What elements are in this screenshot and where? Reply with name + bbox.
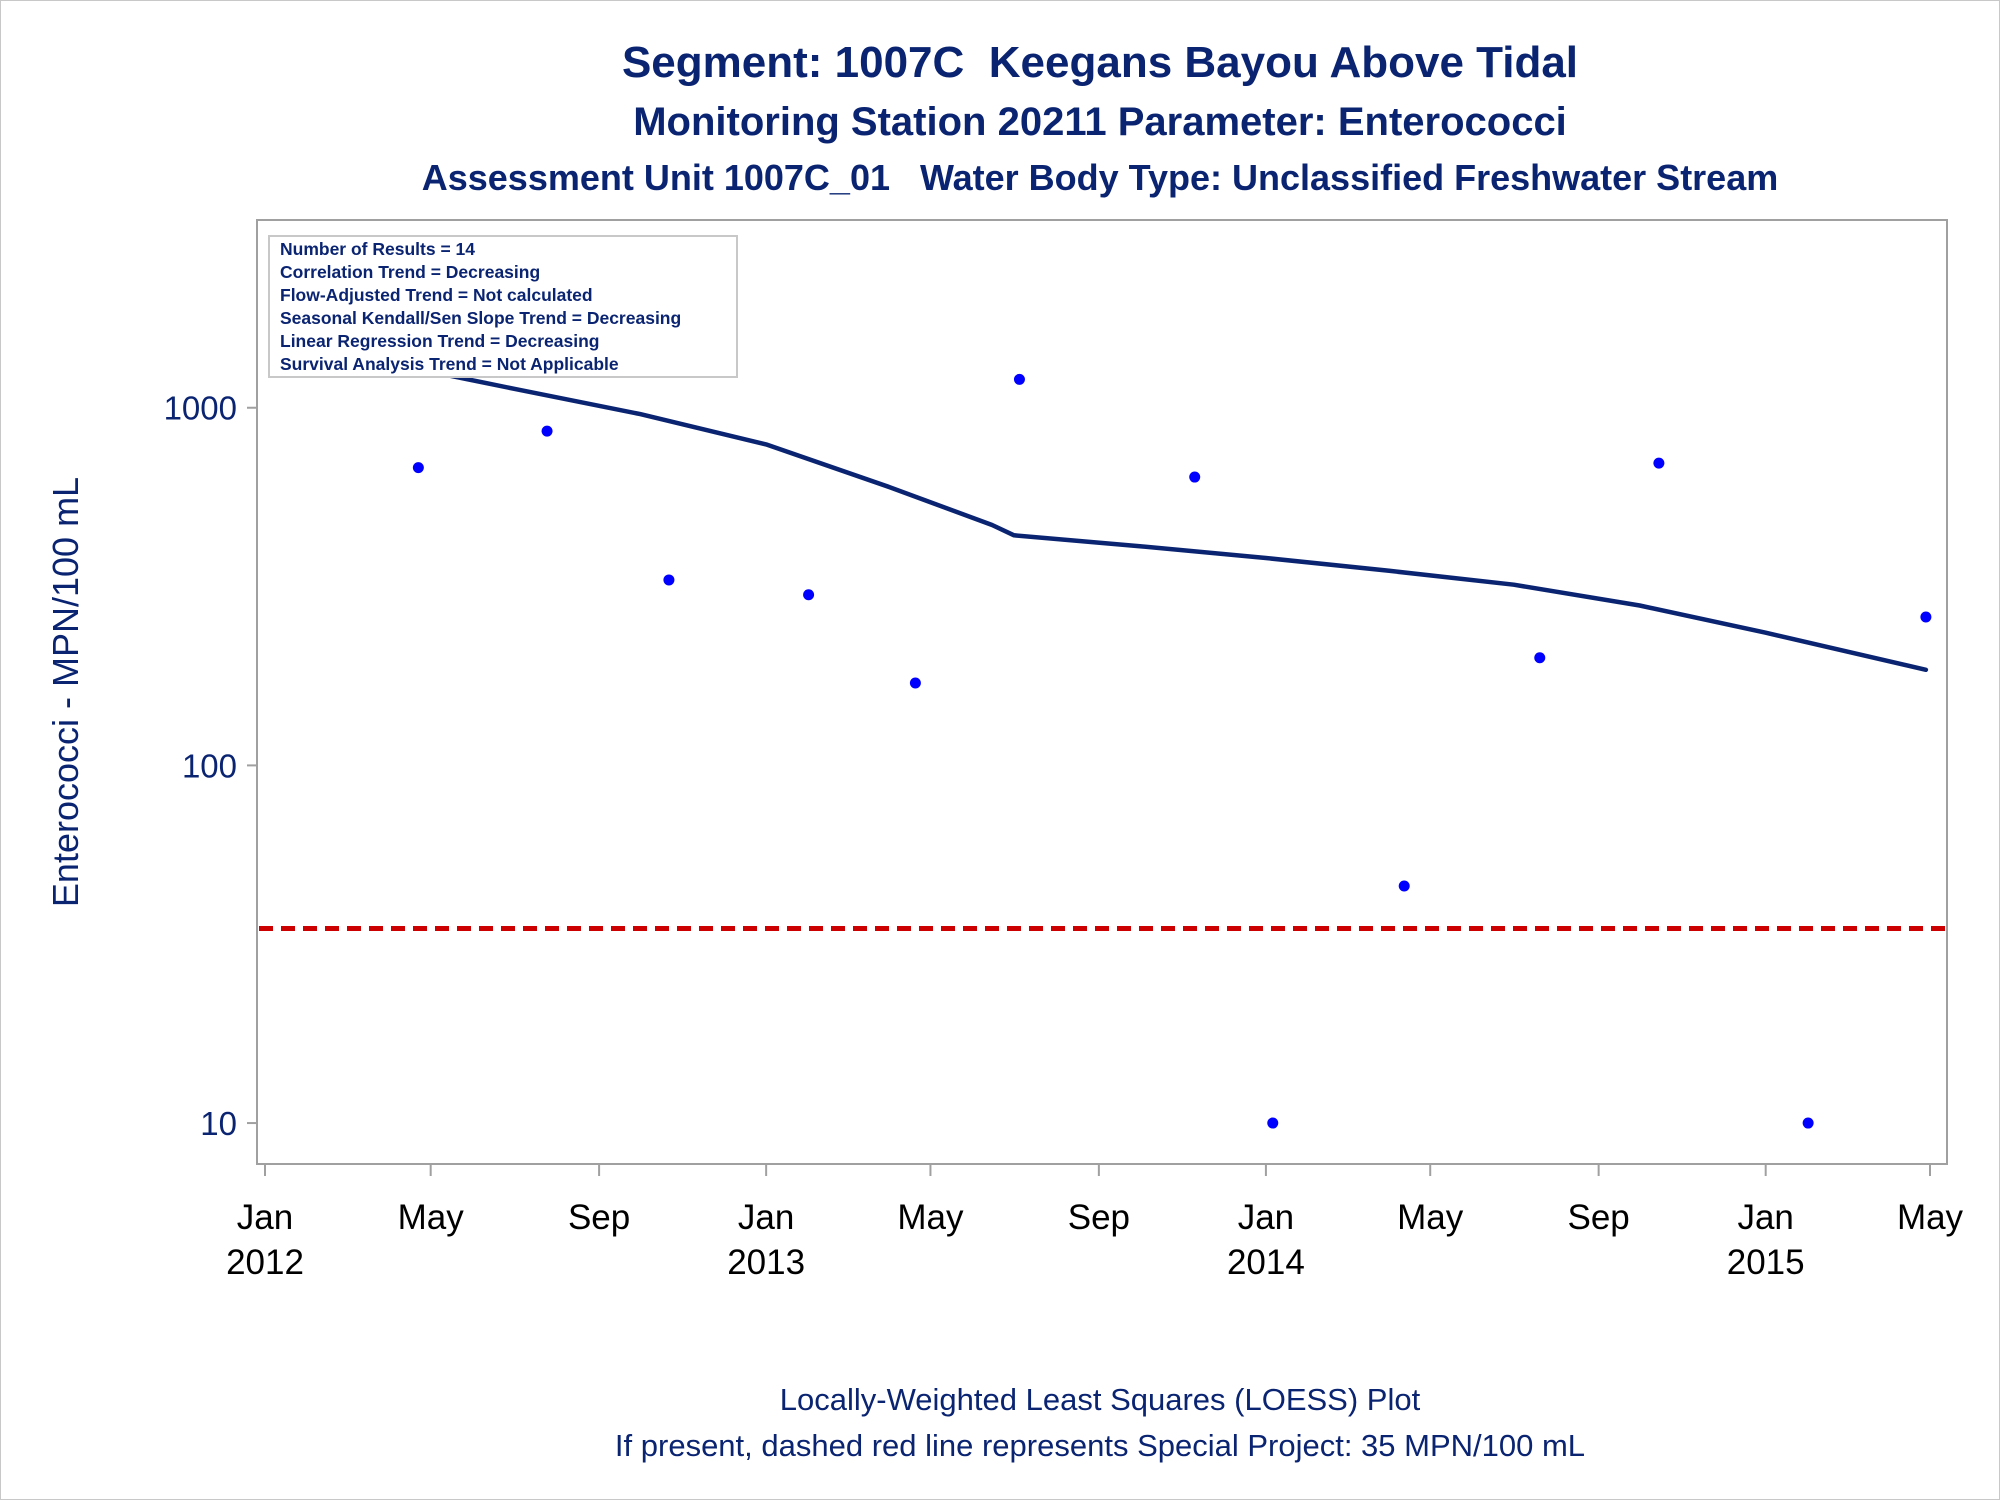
x-tick-year-label: 2012	[226, 1243, 304, 1282]
y-tick-label: 1000	[164, 390, 237, 427]
x-tick-year-label: 2014	[1227, 1243, 1305, 1282]
loess-line	[275, 342, 1929, 673]
data-point	[909, 677, 921, 689]
plot-area	[256, 219, 1948, 1165]
data-point	[1189, 471, 1201, 483]
data-point	[1534, 652, 1546, 664]
data-point	[663, 574, 675, 586]
footer-note-1: Locally-Weighted Least Squares (LOESS) P…	[779, 1382, 1421, 1417]
data-point	[541, 425, 553, 437]
legend-line: Number of Results = 14	[280, 239, 475, 259]
legend-line: Survival Analysis Trend = Not Applicable	[280, 354, 619, 374]
x-tick-label: May	[897, 1198, 964, 1237]
data-point	[1920, 611, 1932, 623]
y-tick-label: 10	[200, 1105, 237, 1142]
x-tick-label: Sep	[1568, 1198, 1630, 1237]
y-axis-label: Enterococci - MPN/100 mL	[45, 477, 86, 907]
x-tick-year-label: 2013	[727, 1243, 805, 1282]
legend-line: Linear Regression Trend = Decreasing	[280, 331, 600, 351]
x-tick-label: May	[1397, 1198, 1464, 1237]
x-tick-label: Jan	[237, 1198, 293, 1237]
data-point	[1013, 373, 1025, 385]
footer-note-2: If present, dashed red line represents S…	[614, 1428, 1586, 1463]
x-tick-year-label: 2015	[1727, 1243, 1805, 1282]
chart-title: Segment: 1007C Keegans Bayou Above Tidal	[621, 38, 1579, 87]
data-point	[803, 589, 815, 601]
chart-subtitle: Monitoring Station 20211 Parameter: Ente…	[633, 100, 1567, 144]
legend-line: Flow-Adjusted Trend = Not calculated	[280, 285, 593, 305]
data-point	[1398, 880, 1410, 892]
data-point	[412, 462, 424, 474]
data-point	[1267, 1117, 1279, 1129]
y-tick-label: 100	[182, 747, 237, 784]
x-tick-label: May	[1897, 1198, 1964, 1237]
x-tick-label: Jan	[1737, 1198, 1793, 1237]
data-point	[1653, 457, 1665, 469]
x-tick-label: May	[398, 1198, 465, 1237]
x-tick-label: Sep	[568, 1198, 630, 1237]
data-point	[1802, 1117, 1814, 1129]
legend-box	[268, 235, 738, 378]
legend-line: Correlation Trend = Decreasing	[280, 262, 540, 282]
x-tick-label: Jan	[1238, 1198, 1294, 1237]
chart-subtitle-2: Assessment Unit 1007C_01 Water Body Type…	[421, 157, 1779, 198]
x-tick-label: Sep	[1068, 1198, 1130, 1237]
x-tick-label: Jan	[738, 1198, 794, 1237]
legend-line: Seasonal Kendall/Sen Slope Trend = Decre…	[280, 308, 681, 328]
